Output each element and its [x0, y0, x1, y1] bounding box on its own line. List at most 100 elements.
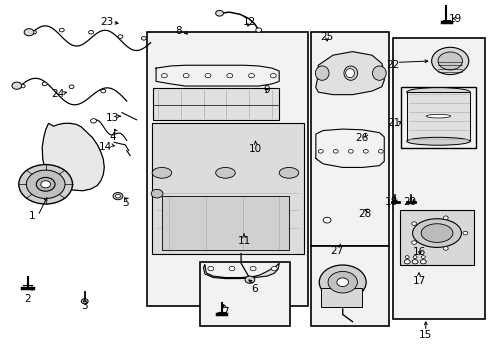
- Text: 11: 11: [237, 236, 251, 246]
- Circle shape: [432, 47, 469, 75]
- Text: 8: 8: [176, 26, 182, 36]
- Text: 1: 1: [29, 211, 36, 221]
- Circle shape: [404, 260, 410, 264]
- Text: 25: 25: [320, 32, 334, 42]
- Text: 10: 10: [249, 144, 262, 154]
- Text: 2: 2: [24, 294, 31, 304]
- Ellipse shape: [372, 66, 386, 80]
- Circle shape: [183, 73, 189, 78]
- Circle shape: [421, 256, 425, 258]
- Bar: [152, 123, 304, 253]
- Circle shape: [328, 271, 357, 293]
- Ellipse shape: [421, 224, 453, 242]
- Ellipse shape: [426, 114, 451, 118]
- Circle shape: [101, 89, 106, 93]
- Text: 9: 9: [264, 85, 270, 95]
- Ellipse shape: [344, 66, 358, 80]
- Text: 19: 19: [448, 14, 462, 24]
- Circle shape: [91, 119, 97, 123]
- Circle shape: [443, 247, 448, 250]
- Circle shape: [364, 149, 368, 153]
- Circle shape: [248, 73, 254, 78]
- Text: 14: 14: [99, 142, 112, 152]
- Circle shape: [378, 149, 383, 153]
- Circle shape: [463, 231, 468, 235]
- Circle shape: [20, 84, 25, 88]
- Circle shape: [318, 149, 323, 153]
- Circle shape: [151, 189, 163, 198]
- Circle shape: [161, 73, 167, 78]
- Text: 20: 20: [404, 197, 416, 207]
- Circle shape: [41, 181, 50, 188]
- Circle shape: [81, 299, 88, 304]
- Circle shape: [19, 165, 73, 204]
- Text: 15: 15: [419, 330, 432, 340]
- Circle shape: [24, 29, 34, 36]
- Text: 27: 27: [330, 246, 343, 256]
- Circle shape: [113, 193, 123, 200]
- Text: 6: 6: [251, 284, 258, 294]
- Text: 21: 21: [388, 118, 401, 128]
- Circle shape: [245, 276, 255, 283]
- Circle shape: [405, 256, 409, 258]
- Text: 17: 17: [412, 276, 426, 286]
- Ellipse shape: [152, 167, 171, 178]
- Bar: [400, 210, 474, 265]
- Circle shape: [412, 241, 416, 244]
- Text: 23: 23: [100, 17, 114, 27]
- Text: 18: 18: [385, 197, 398, 207]
- Ellipse shape: [407, 137, 470, 145]
- Text: 5: 5: [122, 198, 128, 208]
- Text: 24: 24: [52, 89, 65, 99]
- Circle shape: [271, 266, 277, 271]
- Text: 22: 22: [386, 59, 399, 69]
- Text: 28: 28: [358, 209, 371, 219]
- Circle shape: [229, 266, 235, 271]
- Circle shape: [348, 149, 353, 153]
- Ellipse shape: [407, 87, 470, 96]
- Bar: [407, 92, 470, 141]
- Bar: [153, 88, 279, 120]
- Circle shape: [337, 278, 348, 287]
- Ellipse shape: [316, 66, 329, 80]
- Bar: [162, 196, 289, 250]
- Circle shape: [59, 28, 64, 32]
- Circle shape: [36, 177, 55, 191]
- Text: 16: 16: [413, 247, 427, 257]
- Ellipse shape: [279, 167, 299, 178]
- Circle shape: [250, 266, 256, 271]
- Polygon shape: [203, 263, 279, 279]
- Circle shape: [413, 256, 417, 258]
- Circle shape: [333, 149, 338, 153]
- Circle shape: [443, 216, 448, 220]
- Circle shape: [227, 73, 233, 78]
- Circle shape: [205, 73, 211, 78]
- Circle shape: [438, 52, 463, 70]
- Circle shape: [12, 82, 22, 89]
- Bar: [147, 32, 308, 306]
- Circle shape: [256, 28, 262, 32]
- Circle shape: [26, 170, 65, 198]
- Circle shape: [89, 31, 94, 34]
- Circle shape: [412, 260, 418, 264]
- Text: 7: 7: [222, 307, 229, 317]
- Ellipse shape: [345, 69, 354, 78]
- Circle shape: [323, 217, 331, 223]
- Circle shape: [420, 260, 426, 264]
- Text: 13: 13: [105, 113, 119, 123]
- Circle shape: [31, 31, 36, 34]
- Circle shape: [142, 37, 147, 40]
- Ellipse shape: [216, 167, 235, 178]
- Bar: [200, 262, 290, 326]
- Bar: [401, 87, 476, 148]
- Text: 4: 4: [110, 132, 117, 142]
- Text: 26: 26: [356, 133, 369, 143]
- Polygon shape: [316, 51, 384, 95]
- Circle shape: [412, 222, 416, 225]
- Polygon shape: [42, 123, 104, 191]
- Circle shape: [116, 194, 121, 198]
- Bar: [311, 246, 389, 326]
- Bar: [321, 288, 362, 307]
- Text: 3: 3: [81, 301, 88, 311]
- Circle shape: [208, 266, 214, 271]
